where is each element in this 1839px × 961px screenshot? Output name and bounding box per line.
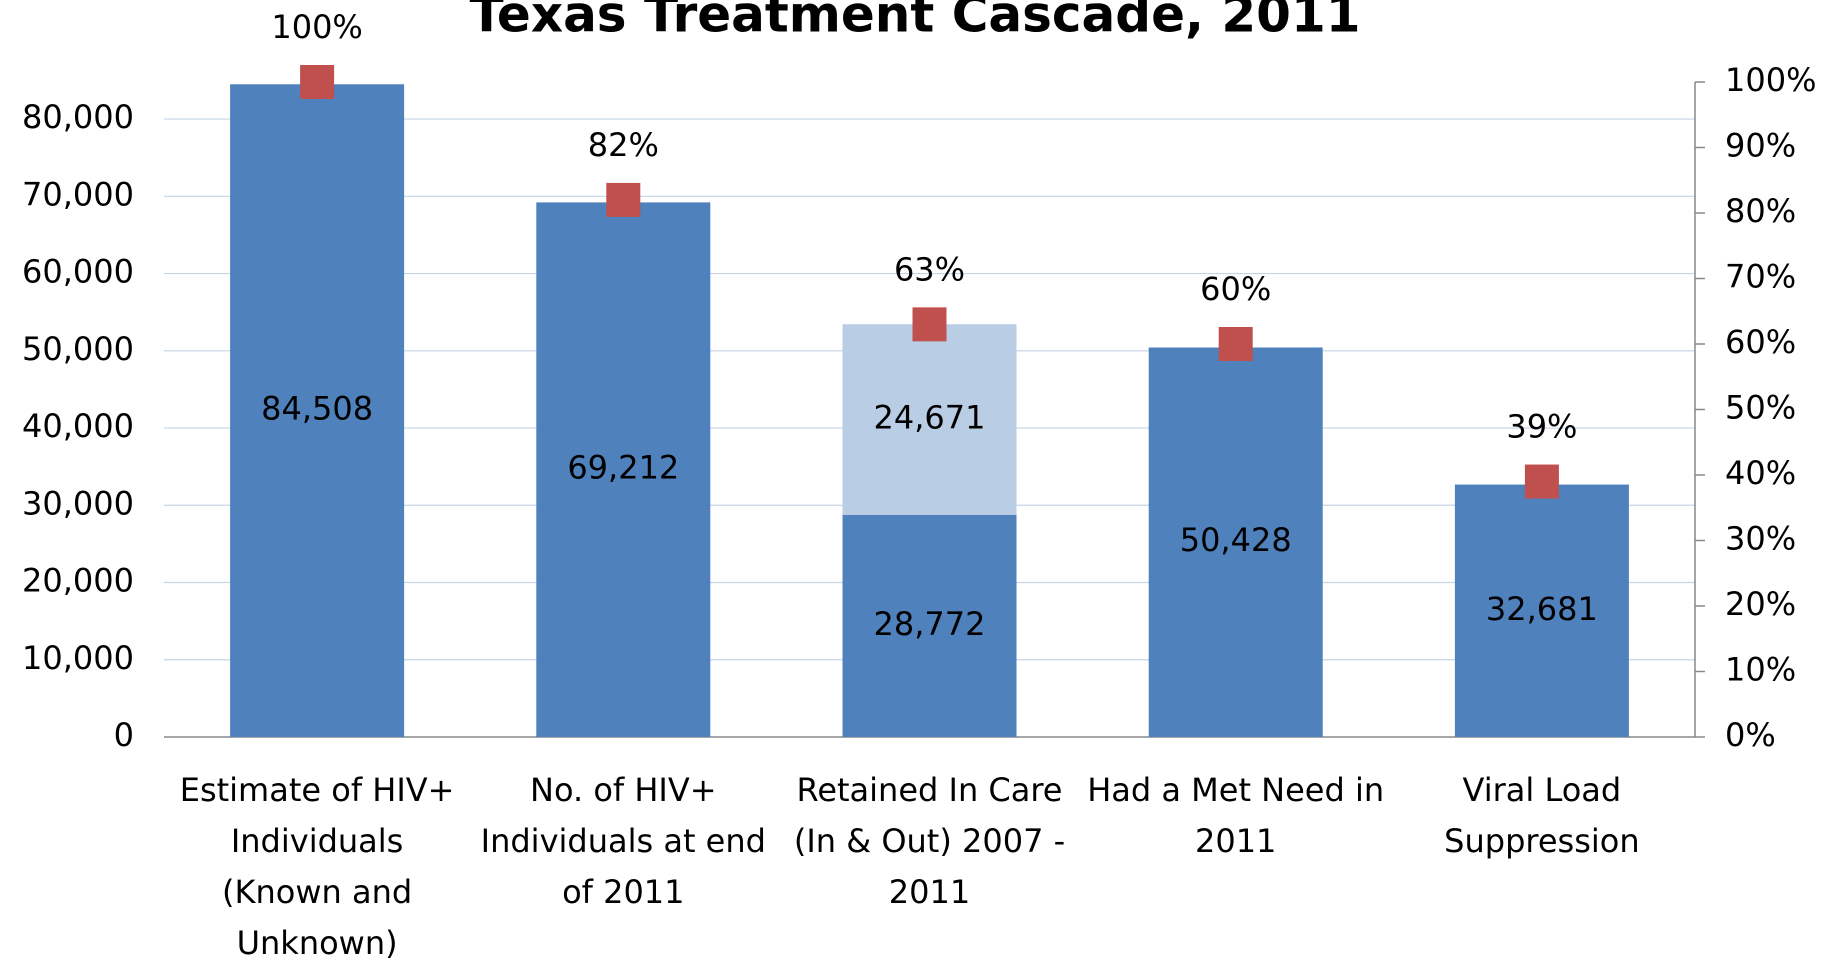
- x-tick-label: Had a Met Need in 2011: [1087, 771, 1385, 860]
- y2-tick-label: 30%: [1725, 520, 1796, 558]
- data-label: 24,671: [874, 398, 986, 436]
- y-tick-label: 60,000: [22, 253, 134, 291]
- y2-tick-label: 50%: [1725, 389, 1796, 427]
- y2-tick-label: 90%: [1725, 127, 1796, 165]
- y2-tick-label: 70%: [1725, 258, 1796, 296]
- bar: [842, 514, 1017, 737]
- data-label: 63%: [894, 250, 965, 288]
- y2-tick-label: 40%: [1725, 454, 1796, 492]
- data-label: 28,772: [874, 605, 986, 643]
- y-tick-label: 10,000: [22, 639, 134, 677]
- bar: [1148, 347, 1323, 737]
- x-tick-label: Viral Load Suppression: [1444, 771, 1640, 860]
- data-label: 50,428: [1180, 521, 1292, 559]
- bar: [842, 324, 1017, 515]
- x-tick-label: Retained In Care (In & Out) 2007 - 2011: [793, 771, 1066, 911]
- data-label: 82%: [588, 126, 659, 164]
- marker: [912, 307, 947, 342]
- y2-tick-label: 60%: [1725, 323, 1796, 361]
- bar: [536, 202, 711, 737]
- bar: [230, 84, 405, 737]
- y-tick-label: 80,000: [22, 98, 134, 136]
- y2-tick-label: 80%: [1725, 192, 1796, 230]
- y2-tick-label: 0%: [1725, 716, 1776, 754]
- marker: [300, 65, 335, 99]
- marker: [1524, 464, 1559, 499]
- y-tick-label: 50,000: [22, 330, 134, 368]
- marker: [606, 182, 641, 217]
- data-label: 84,508: [261, 390, 373, 428]
- y-tick-label: 40,000: [22, 407, 134, 445]
- data-label: 100%: [271, 8, 362, 46]
- y-tick-label: 70,000: [22, 175, 134, 213]
- data-label: 32,681: [1486, 590, 1598, 628]
- y2-tick-label: 10%: [1725, 651, 1796, 689]
- y-tick-label: 0: [114, 716, 134, 754]
- y2-tick-label: 100%: [1725, 61, 1816, 99]
- x-tick-label: No. of HIV+ Individuals at end of 2011: [480, 771, 766, 911]
- bar: [1454, 484, 1629, 737]
- data-label: 39%: [1506, 408, 1577, 446]
- y2-tick-label: 20%: [1725, 585, 1796, 623]
- x-tick-label: Estimate of HIV+ Individuals (Known and …: [179, 771, 455, 961]
- chart-title: Texas Treatment Cascade, 2011: [469, 0, 1360, 44]
- y-tick-label: 20,000: [22, 562, 134, 600]
- data-label: 60%: [1200, 270, 1271, 308]
- marker: [1218, 327, 1253, 361]
- y-tick-label: 30,000: [22, 484, 134, 522]
- data-label: 69,212: [567, 449, 679, 487]
